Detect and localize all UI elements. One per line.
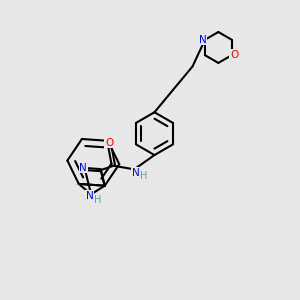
Text: N: N	[199, 35, 207, 45]
Text: H: H	[140, 171, 147, 181]
Text: N: N	[86, 191, 94, 201]
Text: O: O	[105, 138, 113, 148]
Text: O: O	[230, 50, 238, 60]
Text: N: N	[132, 168, 140, 178]
Text: H: H	[94, 195, 101, 205]
Text: N: N	[80, 163, 87, 172]
